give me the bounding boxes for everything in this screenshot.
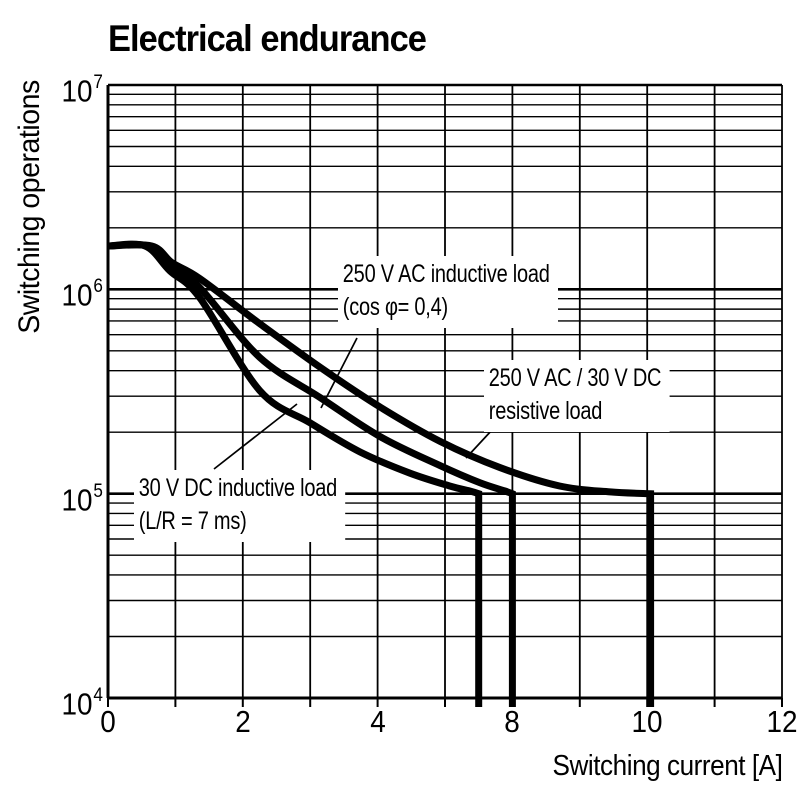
x-tick-label-12: 12 [766,704,798,739]
y-tick-label-1e6: 106 [61,276,103,313]
x-tick-label-0: 0 [100,704,116,739]
annotation-line: (cos φ= 0,4) [342,293,448,321]
grid-lines [106,83,783,707]
annotation-line: 250 V AC / 30 V DC [488,364,662,392]
x-tick-label-2: 2 [235,704,251,739]
annotation-line: resistive load [488,397,603,425]
x-axis-title: Switching current [A] [552,750,782,782]
annotation-line: 30 V DC inductive load [138,474,337,502]
y-tick-label-1e4: 104 [61,685,103,722]
annotation-dc-inductive: 30 V DC inductive load (L/R = 7 ms) [134,470,345,542]
endurance-curves [107,240,655,707]
chart-title: Electrical endurance [108,18,427,59]
y-tick-label-1e5: 105 [61,480,103,517]
x-tick-label-4: 4 [369,704,386,739]
x-tick-label-8: 8 [504,704,521,739]
y-tick-label-1e7: 107 [61,72,103,109]
annotation-ac-inductive: 250 V AC inductive load (cos φ= 0,4) [338,256,558,328]
curve-dc-inductive [107,240,483,707]
x-tick-label-10: 10 [631,704,663,739]
annotation-line: (L/R = 7 ms) [138,507,247,535]
annotation-line: 250 V AC inductive load [342,260,550,288]
annotation-resistive: 250 V AC / 30 V DC resistive load [484,360,670,432]
